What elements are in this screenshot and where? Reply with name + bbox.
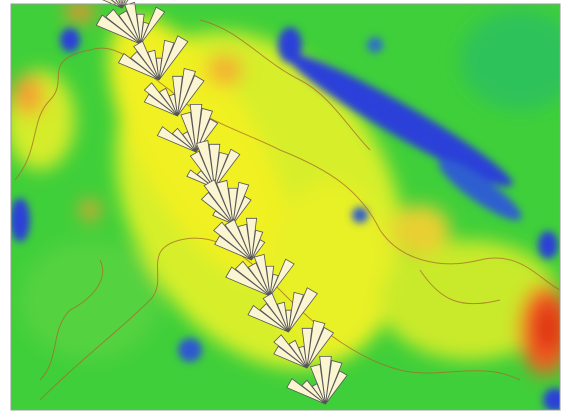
rose-petal xyxy=(177,74,205,117)
rose-petal xyxy=(121,0,129,9)
rose-petal xyxy=(225,266,271,297)
rose-petal xyxy=(214,148,241,189)
rose-petal xyxy=(95,14,141,45)
rose-petal xyxy=(213,221,252,261)
wind-rose xyxy=(117,35,189,81)
rose-petal xyxy=(177,67,197,117)
rose-petal xyxy=(306,326,335,369)
field-blobs xyxy=(11,4,560,375)
rose-petal xyxy=(269,258,295,297)
contours xyxy=(14,19,560,401)
wind-rose xyxy=(213,217,266,261)
wind-roses xyxy=(95,0,348,405)
rose-petal xyxy=(232,195,252,225)
rose-petal xyxy=(189,103,203,153)
wind-rose xyxy=(247,287,318,333)
rose-petal xyxy=(319,355,332,405)
wind-rose xyxy=(225,253,295,297)
rose-petal xyxy=(115,0,123,9)
wind-rose xyxy=(143,67,205,117)
rose-petal xyxy=(195,139,215,189)
map-frame xyxy=(10,3,561,411)
rose-petal xyxy=(251,239,266,261)
rose-petal xyxy=(203,179,234,225)
rose-petal xyxy=(325,370,348,405)
rose-petal xyxy=(306,319,326,369)
rose-petal xyxy=(140,6,166,45)
wind-rose xyxy=(95,1,166,45)
rose-petal xyxy=(158,35,189,81)
rose-petal xyxy=(288,287,318,333)
wind-rose xyxy=(286,355,348,405)
low-blobs xyxy=(11,27,560,410)
wind-rose xyxy=(273,319,335,369)
wind-rose xyxy=(200,179,252,225)
